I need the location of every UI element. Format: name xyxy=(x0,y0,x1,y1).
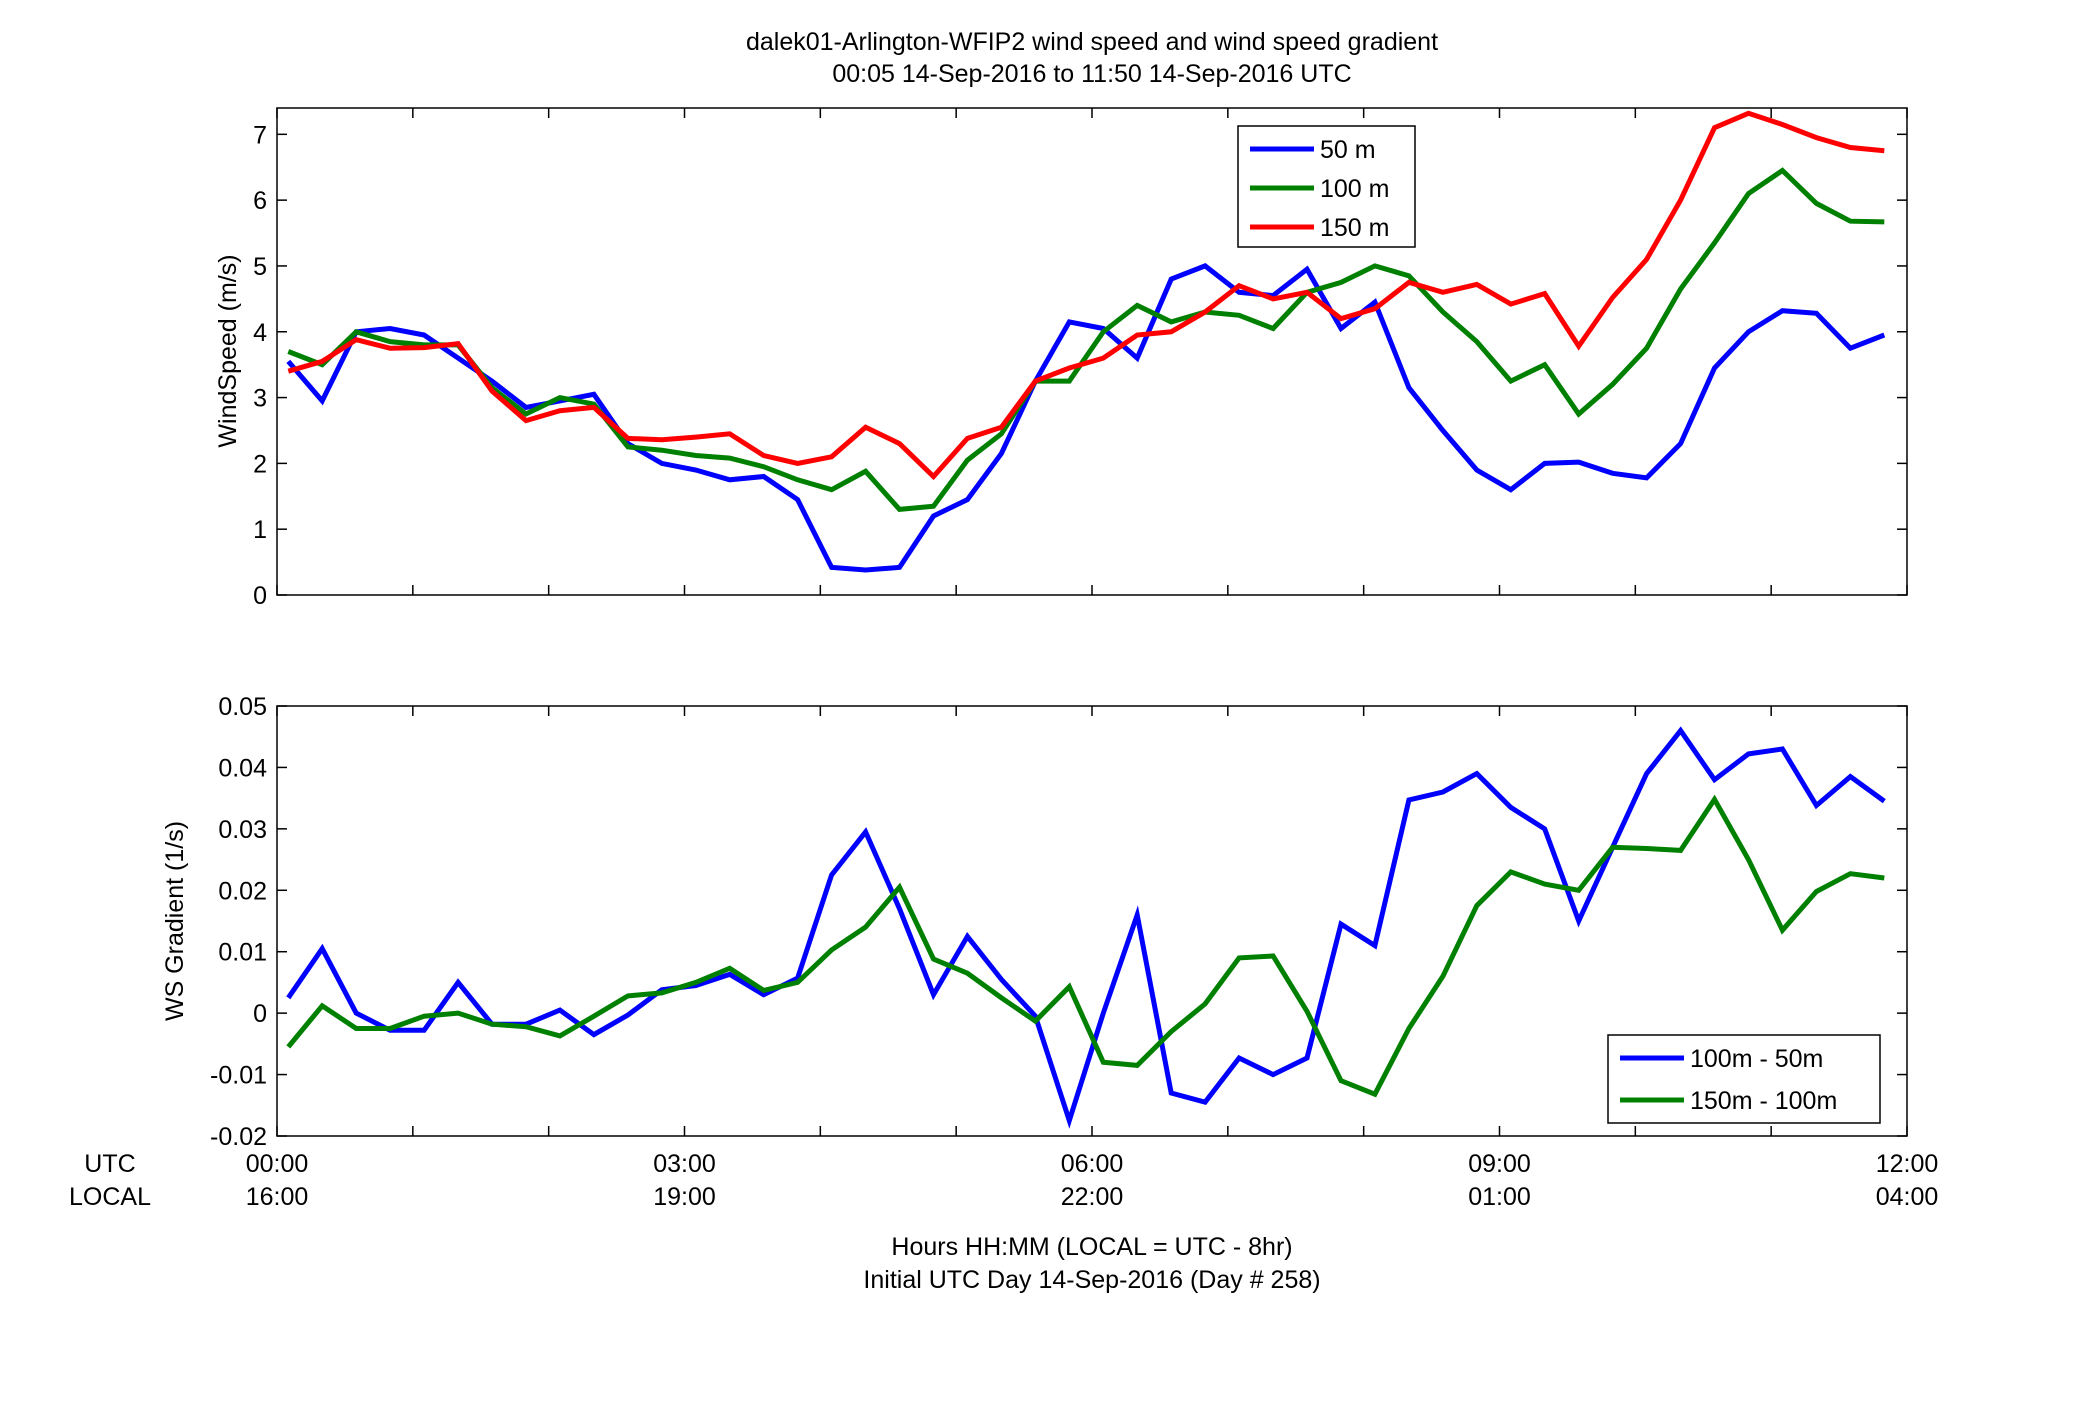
windspeed-y-tick-label: 4 xyxy=(253,319,267,347)
gradient-series-layer xyxy=(286,726,1886,1129)
x-tick-label-utc: 00:00 xyxy=(246,1150,309,1178)
gradient-ticks-layer: -0.02 -0.01 0 0.01 0.02 0.03 0.04 0.05 xyxy=(210,693,1908,1151)
legend-label-100m-50m: 100m - 50m xyxy=(1690,1045,1823,1073)
gradient-y-tick-label: -0.02 xyxy=(210,1123,267,1151)
figure-title-line1: dalek01-Arlington-WFIP2 wind speed and w… xyxy=(746,28,1438,56)
x-tick-label-utc: 03:00 xyxy=(653,1150,716,1178)
gradient-y-tick-label: 0.03 xyxy=(218,816,267,844)
x-tick-label-utc: 09:00 xyxy=(1468,1150,1531,1178)
x-tick-label-local: 04:00 xyxy=(1876,1183,1939,1211)
gradient-ylabel: WS Gradient (1/s) xyxy=(161,821,189,1021)
windspeed-y-tick-label: 6 xyxy=(253,187,267,215)
windspeed-y-tick-label: 1 xyxy=(253,516,267,544)
legend-label-100m: 100 m xyxy=(1320,175,1389,203)
x-tick-label-utc: 12:00 xyxy=(1876,1150,1939,1178)
gradient-y-tick-label: 0 xyxy=(253,1000,267,1028)
x-axis-label-line2: Initial UTC Day 14-Sep-2016 (Day # 258) xyxy=(863,1266,1320,1294)
windspeed-y-tick-label: 7 xyxy=(253,121,267,149)
row-label-utc: UTC xyxy=(84,1150,135,1178)
gradient-y-tick-label: -0.01 xyxy=(210,1062,267,1090)
windspeed-y-tick-label: 2 xyxy=(253,450,267,478)
x-tick-label-local: 01:00 xyxy=(1468,1183,1531,1211)
windspeed-series-3-line xyxy=(287,110,1885,481)
windspeed-panel: 0 1 2 3 4 5 6 7 WindSpeed (m/s) 50 m 100 m 150 … xyxy=(214,107,1908,610)
x-axis-label-line1: Hours HH:MM (LOCAL = UTC - 8hr) xyxy=(891,1233,1292,1261)
gradient-legend-box xyxy=(1607,1034,1881,1124)
legend-label-150m-100m: 150m - 100m xyxy=(1690,1087,1837,1115)
windspeed-legend: 50 m 100 m 150 m xyxy=(1237,125,1416,248)
x-tick-label-local: 16:00 xyxy=(246,1183,309,1211)
x-tick-label-utc: 06:00 xyxy=(1061,1150,1124,1178)
gradient-legend: 100m - 50m 150m - 100m xyxy=(1607,1034,1881,1124)
windspeed-ylabel: WindSpeed (m/s) xyxy=(214,254,242,447)
x-tick-labels: 00:00 16:00 03:00 19:00 06:00 22:00 09:00 01:00… xyxy=(246,1150,1939,1211)
windspeed-y-tick-label: 5 xyxy=(253,253,267,281)
windspeed-ticks-layer: 0 1 2 3 4 5 6 7 xyxy=(253,108,1908,610)
gradient-series-1-line xyxy=(286,726,1886,1129)
windspeed-y-tick-label: 0 xyxy=(253,582,267,610)
windspeed-series-2-line xyxy=(287,167,1885,513)
row-label-local: LOCAL xyxy=(69,1183,151,1211)
windspeed-series-layer xyxy=(286,110,1886,573)
windspeed-y-tick-label: 3 xyxy=(253,385,267,413)
figure-title-line2: 00:05 14-Sep-2016 to 11:50 14-Sep-2016 U… xyxy=(832,60,1351,88)
gradient-y-tick-label: 0.02 xyxy=(218,877,267,905)
gradient-series-2-line xyxy=(286,794,1885,1098)
legend-label-50m: 50 m xyxy=(1320,136,1376,164)
x-tick-label-local: 22:00 xyxy=(1061,1183,1124,1211)
gradient-panel: -0.02 -0.01 0 0.01 0.02 0.03 0.04 0.05 WS Gradi… xyxy=(161,693,1908,1151)
legend-label-150m: 150 m xyxy=(1320,214,1389,242)
x-tick-label-local: 19:00 xyxy=(653,1183,716,1211)
gradient-y-tick-label: 0.04 xyxy=(218,754,267,782)
gradient-y-tick-label: 0.05 xyxy=(218,693,267,721)
gradient-y-tick-label: 0.01 xyxy=(218,939,267,967)
